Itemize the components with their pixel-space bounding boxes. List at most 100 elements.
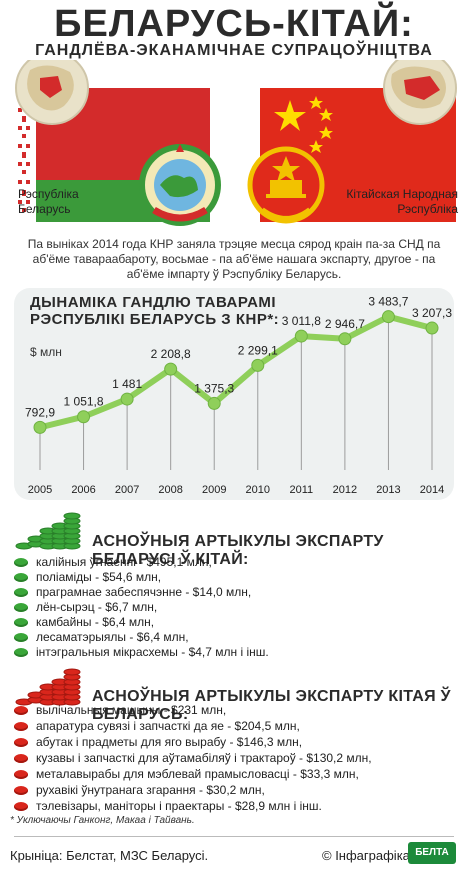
data-label: 1 481 <box>112 377 142 391</box>
data-label: 3 207,3 <box>412 306 452 320</box>
list-item: металавырабы для мэблевай прамысловасці … <box>14 766 372 782</box>
country-label-china: Кітайская Народная Рэспубліка <box>330 187 458 217</box>
data-point <box>251 358 265 372</box>
flags-illustration <box>14 60 457 226</box>
list-item: камбайны - $6,4 млн, <box>14 615 269 630</box>
list-item-text: поліаміды - $54,6 млн, <box>36 570 162 584</box>
red-coin-icon <box>14 802 28 812</box>
list-item-text: апаратура сувязі і запчасткі да яе - $20… <box>36 719 300 733</box>
data-point <box>207 396 221 410</box>
source-text: Крыніца: Белстат, МЗС Беларусі. <box>10 848 209 863</box>
green-coins-icon <box>15 512 81 550</box>
list-item: інтэгральныя мікрасхемы - $4,7 млн і інш… <box>14 645 269 660</box>
x-tick-label: 2014 <box>420 484 444 496</box>
red-coins-icon <box>15 668 81 706</box>
x-tick-label: 2010 <box>246 484 270 496</box>
data-label: 2 208,8 <box>151 347 191 361</box>
list-item: вылічальныя машыны - $231 млн, <box>14 702 372 718</box>
data-point <box>381 310 395 324</box>
list-item-text: лесаматэрыялы - $6,4 млн, <box>36 630 189 644</box>
list-item-text: калійныя ўгнаенні - $495,1 млн, <box>36 555 212 569</box>
country-label-china-line2: Рэспубліка <box>397 202 458 216</box>
green-coin-icon <box>14 558 28 568</box>
x-tick-label: 2011 <box>290 484 314 496</box>
red-coin-icon <box>14 706 28 716</box>
data-point <box>294 329 308 343</box>
data-point <box>33 420 47 434</box>
data-point <box>77 410 91 424</box>
intro-text: Па выніках 2014 года КНР заняла трэцяе м… <box>27 237 441 281</box>
list-item-text: рухавікі ўнутранага згарання - $30,2 млн… <box>36 783 265 797</box>
list-item-text: вылічальныя машыны - $231 млн, <box>36 703 227 717</box>
list-item-text: абутак і прадметы для яго вырабу - $146,… <box>36 735 303 749</box>
list-item: рухавікі ўнутранага згарання - $30,2 млн… <box>14 782 372 798</box>
globe-europe-icon <box>15 60 89 125</box>
list-item: праграмнае забеспячэнне - $14,0 млн, <box>14 585 269 600</box>
list-item: кузавы і запчасткі для аўтамабіляў і тра… <box>14 750 372 766</box>
x-tick-label: 2005 <box>28 484 52 496</box>
footnote: * Уключаючы Ганконг, Макаа і Тайвань. <box>10 815 195 826</box>
trade-line-chart: 792,9 2005 1 051,8 2006 1 481 2007 2 208,8 2008… <box>25 295 452 496</box>
country-label-china-line1: Кітайская Народная <box>346 187 458 201</box>
belta-logo: БЕЛТА <box>408 842 456 864</box>
list-item-text: металавырабы для мэблевай прамысловасці … <box>36 767 359 781</box>
x-tick-label: 2008 <box>158 484 182 496</box>
x-tick-label: 2009 <box>202 484 226 496</box>
list-item-text: камбайны - $6,4 млн, <box>36 615 155 629</box>
list-item: калійныя ўгнаенні - $495,1 млн, <box>14 555 269 570</box>
green-coin-icon <box>14 633 28 643</box>
country-label-belarus: Рэспубліка Беларусь <box>18 187 79 217</box>
china-emblem-icon <box>247 146 325 224</box>
data-label: 2 946,7 <box>325 317 365 331</box>
belarus-emblem-icon <box>139 144 221 226</box>
page-subtitle: ГАНДЛЁВА-ЭКАНАМІЧНАЕ СУПРАЦОЎНІЦТВА <box>35 42 433 59</box>
chart-unit-label: $ млн <box>30 345 62 359</box>
copyright-text: © Інфаграфіка <box>322 848 410 863</box>
red-coin-icon <box>14 786 28 796</box>
country-label-belarus-line1: Рэспубліка <box>18 187 79 201</box>
red-coin-icon <box>14 738 28 748</box>
chart-title-line1: ДЫНАМІКА ГАНДЛЮ ТАВАРАМІ <box>30 294 277 311</box>
list-item-text: кузавы і запчасткі для аўтамабіляў і тра… <box>36 751 372 765</box>
red-coin-icon <box>14 770 28 780</box>
data-label: 3 483,7 <box>368 295 408 309</box>
list-item: тэлевізары, маніторы і праектары - $28,9… <box>14 798 372 814</box>
page-title: БЕЛАРУСЬ-КІТАЙ: <box>54 3 414 45</box>
green-coin-icon <box>14 648 28 658</box>
china-export-heading: АСНОЎНЫЯ АРТЫКУЛЫ ЭКСПАРТУ КІТАЯ Ў БЕЛАР… <box>92 688 451 723</box>
x-tick-label: 2007 <box>115 484 139 496</box>
x-tick-label: 2013 <box>376 484 400 496</box>
list-item-text: тэлевізары, маніторы і праектары - $28,9… <box>36 799 322 813</box>
green-coin-icon <box>14 618 28 628</box>
list-item: поліаміды - $54,6 млн, <box>14 570 269 585</box>
data-label: 1 051,8 <box>64 395 104 409</box>
list-item: апаратура сувязі і запчасткі да яе - $20… <box>14 718 372 734</box>
x-tick-label: 2012 <box>333 484 357 496</box>
list-item: лесаматэрыялы - $6,4 млн, <box>14 630 269 645</box>
data-point <box>425 321 439 335</box>
series-line <box>39 313 433 431</box>
globe-asia-icon <box>383 60 457 125</box>
chart-title: ДЫНАМІКА ГАНДЛЮ ТАВАРАМІ РЭСПУБЛІКІ БЕЛА… <box>30 294 279 328</box>
chart-title-line2: РЭСПУБЛІКІ БЕЛАРУСЬ З КНР*: <box>30 311 280 328</box>
country-label-belarus-line2: Беларусь <box>18 202 71 216</box>
list-item-text: інтэгральныя мікрасхемы - $4,7 млн і інш… <box>36 645 269 659</box>
belarus-export-heading: АСНОЎНЫЯ АРТЫКУЛЫ ЭКСПАРТУ БЕЛАРУСІ Ў КІ… <box>92 533 384 568</box>
x-tick-label: 2006 <box>71 484 95 496</box>
data-label: 2 299,1 <box>238 343 278 357</box>
china-export-list: вылічальныя машыны - $231 млн, апаратура… <box>14 702 372 814</box>
data-label: 1 375,3 <box>194 381 234 395</box>
list-item: абутак і прадметы для яго вырабу - $146,… <box>14 734 372 750</box>
green-coin-icon <box>14 573 28 583</box>
belarus-export-list: калійныя ўгнаенні - $495,1 млн, поліамід… <box>14 555 269 660</box>
divider <box>14 836 454 837</box>
data-point <box>338 332 352 346</box>
data-label: 3 011,8 <box>282 314 321 328</box>
green-coin-icon <box>14 588 28 598</box>
data-label: 792,9 <box>25 405 55 419</box>
list-item-text: праграмнае забеспячэнне - $14,0 млн, <box>36 585 252 599</box>
list-item-text: лён-сырэц - $6,7 млн, <box>36 600 158 614</box>
data-point <box>120 392 134 406</box>
green-coin-icon <box>14 603 28 613</box>
red-coin-icon <box>14 722 28 732</box>
